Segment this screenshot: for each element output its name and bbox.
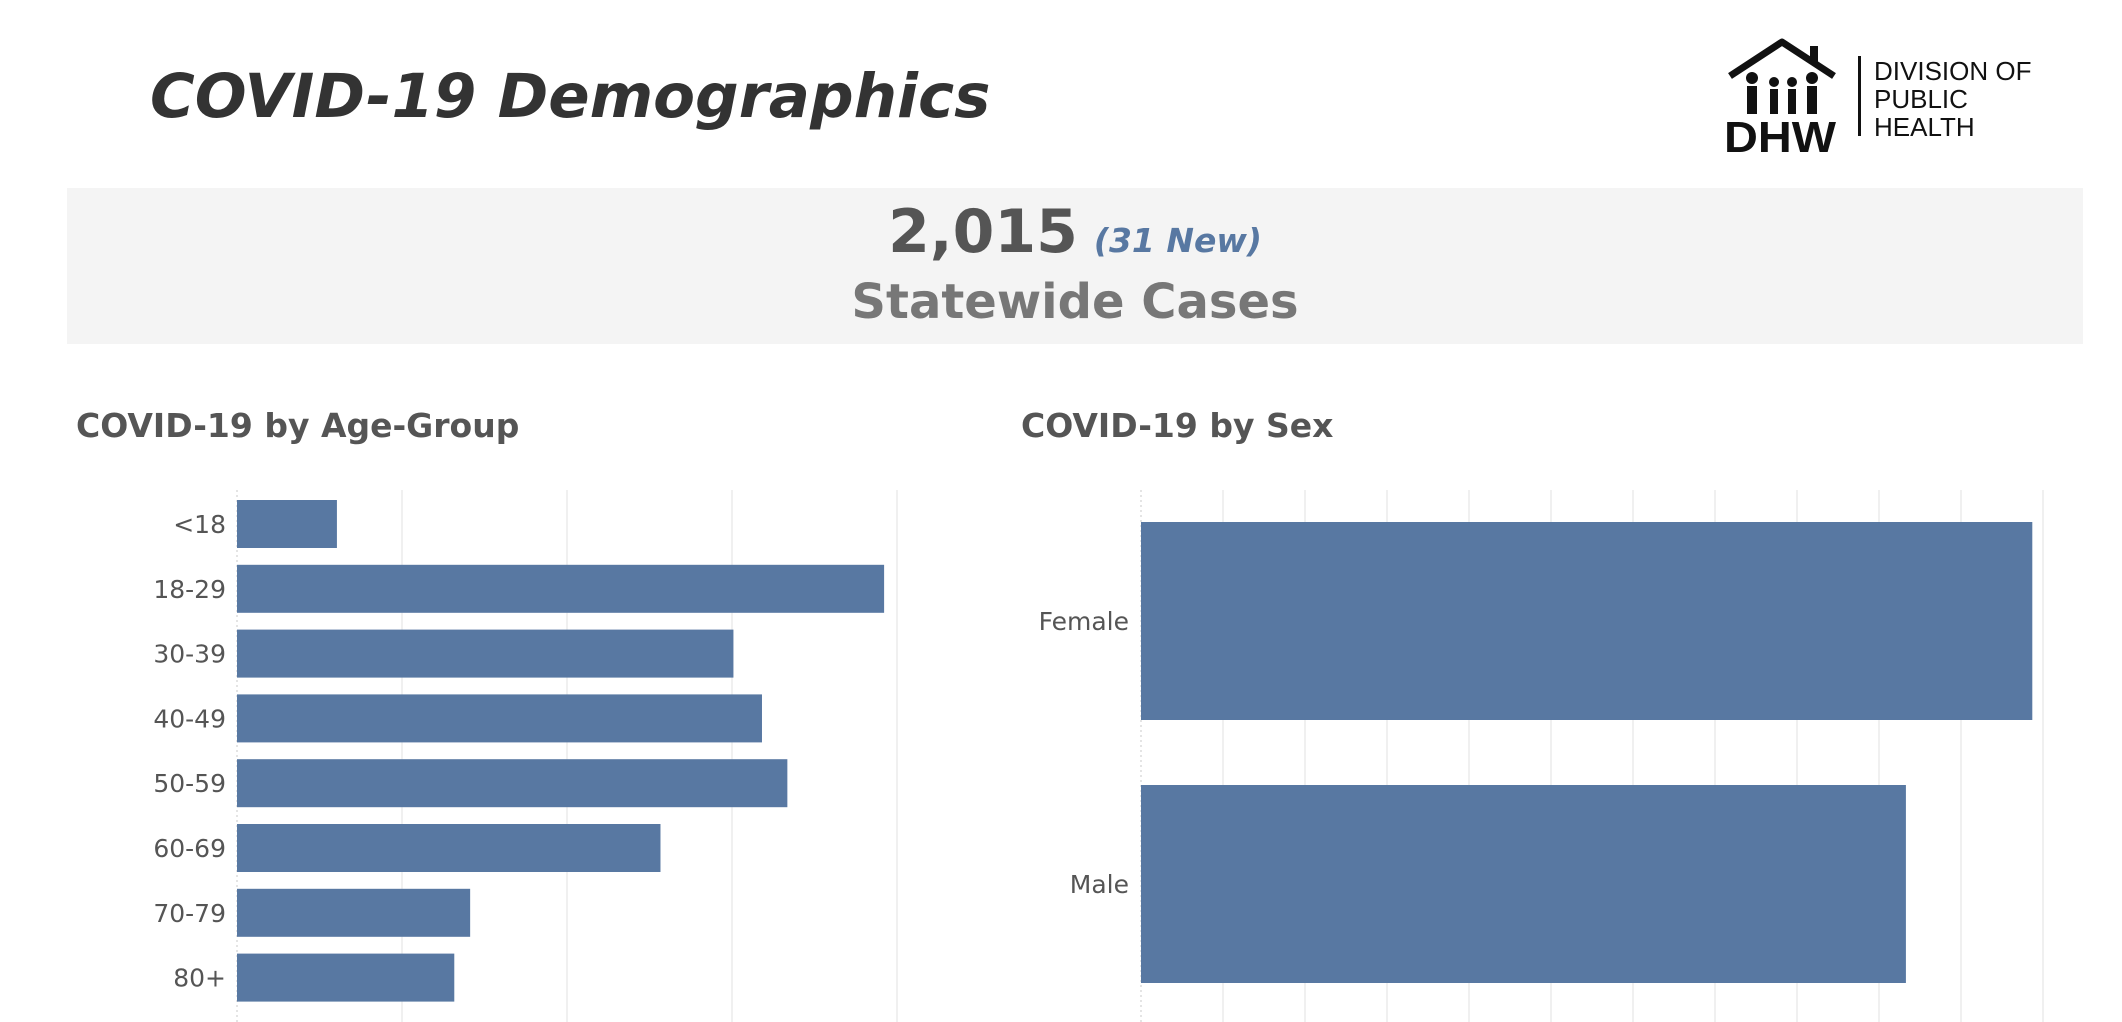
statewide-summary-panel: 2,015 (31 New) Statewide Cases	[67, 188, 2083, 344]
bar-30-39[interactable]	[237, 629, 734, 678]
age-group-bar-chart: <18 18-29 30-39 40-49 50-59 60-69 70-79 80+	[153, 490, 898, 1022]
bar-18[interactable]	[237, 500, 337, 548]
logo-wordmark: DHW	[1724, 113, 1836, 160]
logo-division-line-2: PUBLIC	[1874, 84, 1968, 114]
sex-chart-title: COVID-19 by Sex	[1021, 406, 1334, 445]
category-label: 40-49	[153, 704, 226, 733]
statewide-cases-label: Statewide Cases	[851, 274, 1299, 330]
category-label: <18	[173, 510, 226, 539]
category-label: 60-69	[153, 834, 226, 863]
bar-80[interactable]	[237, 953, 455, 1002]
category-label: Female	[1039, 607, 1129, 636]
bar-18-29[interactable]	[237, 564, 885, 613]
page-title: COVID-19 Demographics	[150, 61, 991, 132]
bar-male[interactable]	[1141, 785, 1906, 983]
category-label: Male	[1070, 870, 1129, 899]
new-cases-badge: (31 New)	[1093, 221, 1262, 260]
category-label: 80+	[173, 964, 226, 993]
category-label: 30-39	[153, 640, 226, 669]
category-label: 18-29	[153, 575, 226, 604]
dhw-logo: DHW DIVISION OF PUBLIC HEALTH	[1724, 38, 2031, 160]
bar-female[interactable]	[1141, 522, 2033, 720]
category-label: 70-79	[153, 899, 226, 928]
logo-divider	[1858, 56, 1861, 136]
case-count: 2,015	[888, 197, 1078, 267]
bar-40-49[interactable]	[237, 694, 762, 743]
age-group-chart-title: COVID-19 by Age-Group	[76, 406, 520, 445]
case-count-line: 2,015 (31 New)	[67, 202, 2083, 262]
category-label: 50-59	[153, 769, 226, 798]
bar-60-69[interactable]	[237, 824, 661, 872]
logo-division-line-1: DIVISION OF	[1874, 56, 2031, 86]
logo-division-line-3: HEALTH	[1874, 112, 1975, 142]
bar-50-59[interactable]	[237, 759, 788, 808]
house-with-family-icon	[1728, 38, 1836, 114]
bar-70-79[interactable]	[237, 888, 471, 937]
